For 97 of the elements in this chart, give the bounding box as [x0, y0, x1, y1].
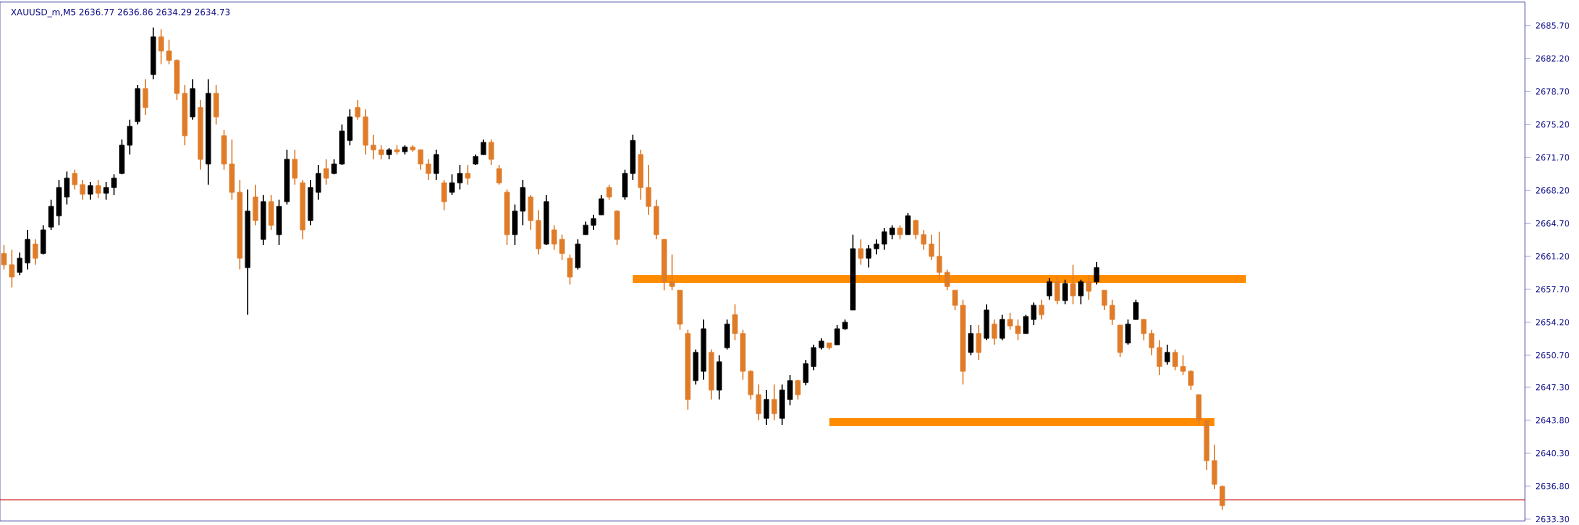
candlestick: [16, 252, 23, 276]
candlestick: [1038, 299, 1045, 320]
candlestick: [732, 303, 738, 341]
candlestick: [323, 158, 329, 186]
candlestick: [292, 149, 298, 186]
candlestick: [669, 253, 675, 291]
y-tick-label: 2640.30: [1535, 450, 1569, 457]
candlestick: [567, 253, 573, 286]
candlestick: [598, 194, 605, 216]
candlestick: [252, 184, 259, 226]
candlestick: [79, 179, 86, 201]
candlestick: [559, 234, 565, 261]
candlestick: [158, 28, 164, 65]
candlestick: [944, 268, 950, 291]
candlestick: [1164, 344, 1171, 366]
candlestick: [1007, 312, 1013, 331]
candlestick: [1015, 318, 1021, 341]
candlestick: [72, 169, 78, 190]
y-tick-label: 2671.70: [1535, 154, 1569, 161]
y-tick-label: 2636.80: [1535, 483, 1569, 490]
candlestick: [975, 324, 982, 361]
candlestick: [441, 179, 447, 211]
candlestick: [354, 99, 361, 121]
y-tick-label: 2650.70: [1535, 352, 1569, 359]
candlestick: [1086, 274, 1092, 301]
candlestick: [1030, 301, 1037, 326]
candlestick: [1046, 277, 1053, 301]
candlestick: [1109, 299, 1115, 326]
candlestick: [488, 138, 495, 166]
candlestick: [1093, 261, 1100, 286]
candlestick: [347, 108, 353, 146]
candlestick: [748, 369, 754, 401]
candlestick: [999, 314, 1005, 341]
candlestick: [575, 238, 581, 271]
candlestick: [1219, 485, 1226, 511]
candlestick: [803, 359, 809, 386]
candlestick: [991, 318, 998, 346]
candlestick: [952, 289, 958, 311]
candlestick: [9, 249, 15, 288]
y-tick-label: 2682.20: [1535, 55, 1569, 62]
y-tick-label: 2643.80: [1535, 417, 1569, 424]
candlestick: [1172, 349, 1178, 371]
candlestick: [622, 169, 628, 201]
candlestick: [551, 224, 557, 251]
candlestick: [32, 238, 39, 266]
y-tick-label: 2664.70: [1535, 220, 1569, 227]
candlestick: [127, 119, 133, 156]
candlestick: [64, 171, 70, 206]
candlestick: [755, 383, 762, 421]
y-tick-label: 2657.70: [1535, 286, 1569, 293]
text: XAUUSD_m,M5 2636.77 2636.86 2634.29 2634.73: [11, 8, 230, 18]
candlestick: [1141, 318, 1147, 341]
candlestick: [968, 324, 974, 356]
candlestick: [166, 39, 172, 65]
candlestick: [142, 78, 149, 116]
candlestick: [1, 244, 7, 271]
candlestick: [834, 324, 840, 346]
candlestick: [771, 383, 777, 421]
y-tick-label: 2675.20: [1535, 121, 1569, 128]
candlestick: [268, 194, 274, 231]
candlestick: [449, 173, 455, 196]
candlestick: [1062, 279, 1068, 305]
candlestick: [1180, 354, 1186, 376]
candlestick: [24, 229, 31, 271]
candlestick: [512, 203, 518, 246]
y-tick-label: 2678.70: [1535, 88, 1569, 95]
candlestick: [394, 144, 400, 156]
candlestick: [1078, 279, 1084, 305]
candlestick: [881, 227, 888, 251]
y-tick-label: 2647.30: [1535, 384, 1569, 391]
candlestick: [905, 212, 911, 236]
candlestick: [1133, 299, 1139, 320]
candlestick: [763, 389, 770, 426]
candlestick: [40, 224, 46, 255]
candlestick: [433, 149, 439, 181]
candlestick: [1054, 274, 1060, 305]
candlestick: [787, 374, 793, 406]
candlestick: [1101, 289, 1108, 311]
candlestick: [1125, 318, 1131, 346]
candlestick: [103, 181, 109, 201]
y-tick-label: 2685.70: [1535, 22, 1569, 29]
y-tick-label: 2633.30: [1535, 515, 1569, 523]
candlestick: [465, 164, 471, 186]
y-tick-label: 2654.20: [1535, 319, 1569, 326]
candlestick: [111, 173, 117, 196]
candlestick: [520, 179, 526, 226]
candlestick: [457, 164, 463, 190]
candlestick: [1188, 369, 1194, 391]
candlestick: [1023, 314, 1029, 335]
candlestick: [213, 84, 219, 125]
candlestick: [48, 199, 54, 231]
candlestick: [724, 318, 730, 351]
candlestick: [1070, 264, 1076, 305]
y-tick-label: 2668.20: [1535, 187, 1569, 194]
candlestick: [858, 238, 864, 266]
y-tick-label: 2661.20: [1535, 253, 1569, 260]
candlestick: [496, 164, 502, 186]
